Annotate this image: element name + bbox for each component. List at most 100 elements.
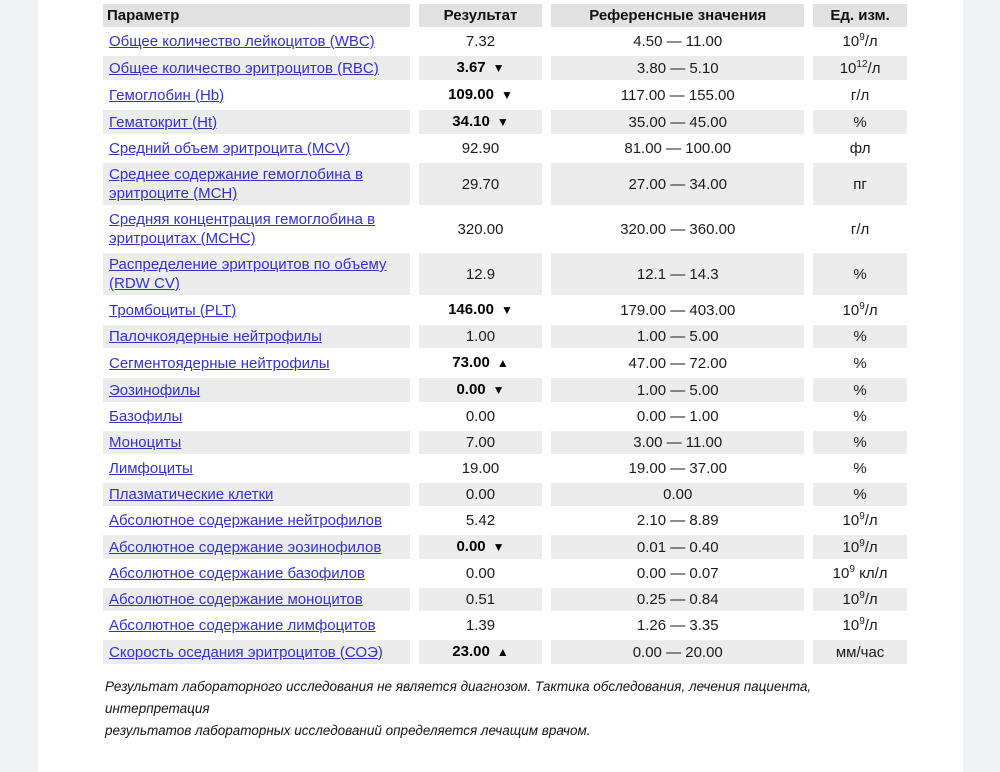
parameter-cell: Абсолютное содержание лимфоцитов [103,614,410,637]
result-cell: 19.00 [418,457,543,480]
parameter-link[interactable]: Плазматические клетки [109,486,274,503]
result-value: 7.32 [465,33,496,50]
parameter-cell: Палочкоядерные нейтрофилы [103,325,410,348]
parameter-cell: Сегментоядерные нейтрофилы [103,351,410,375]
unit-cell: % [813,405,907,428]
reference-range-cell: 1.00 — 5.00 [551,378,805,402]
table-row: Палочкоядерные нейтрофилы 1.00 1.00 — 5.00… [103,325,907,348]
parameter-cell: Базофилы [103,405,410,428]
unit-exponent: 9 [859,300,865,312]
reference-range-cell: 0.25 — 0.84 [551,588,805,611]
unit-exponent: 12 [856,58,868,70]
viewer-margin-left [0,0,38,772]
parameter-link[interactable]: Эозинофилы [109,381,201,399]
parameter-link[interactable]: Палочкоядерные нейтрофилы [109,328,322,345]
unit-exponent: 9 [859,32,865,43]
result-cell: 73.00 ▲ [418,351,543,375]
result-cell: 320.00 [418,208,543,250]
parameter-cell: Абсолютное содержание базофилов [103,562,410,585]
parameter-cell: Эозинофилы [103,378,410,402]
parameter-cell: Средний объем эритроцита (MCV) [103,137,410,160]
header-unit: Ед. изм. [813,4,907,27]
table-row: Базофилы 0.00 0.00 — 1.00% [103,405,907,428]
reference-range-cell: 179.00 — 403.00 [551,298,805,322]
result-cell: 92.90 [418,137,543,160]
reference-range-cell: 0.00 — 20.00 [551,640,805,664]
unit-exponent: 9 [859,590,865,601]
result-value: 73.00 [452,354,490,371]
result-value: 23.00 [452,643,490,660]
result-value: 12.9 [465,265,496,283]
result-cell: 23.00 ▲ [418,640,543,664]
parameter-link[interactable]: Распределение эритроцитов по объему (RDW… [109,256,387,292]
table-row: Эозинофилы 0.00 ▼ 1.00 — 5.00% [103,378,907,402]
table-row: Абсолютное содержание эозинофилов 0.00 ▼ 0.… [103,535,907,559]
reference-range-cell: 0.00 — 1.00 [551,405,805,428]
lab-report-page: Параметр Результат Референсные значения … [94,1,916,742]
reference-range-cell: 1.00 — 5.00 [551,325,805,348]
result-value: 320.00 [457,220,504,238]
header-parameter: Параметр [103,4,410,27]
parameter-link[interactable]: Абсолютное содержание нейтрофилов [109,512,382,529]
parameter-link[interactable]: Абсолютное содержание лимфоцитов [109,617,376,634]
parameter-link[interactable]: Общее количество эритроцитов (RBC) [109,59,379,77]
table-row: Абсолютное содержание базофилов 0.00 0.00 … [103,562,907,585]
unit-cell: % [813,253,907,295]
result-cell: 0.51 [418,588,543,611]
parameter-link[interactable]: Базофилы [109,408,183,425]
unit-cell: % [813,431,907,454]
parameter-link[interactable]: Средняя концентрация гемоглобина в эритр… [109,211,376,247]
parameter-link[interactable]: Лимфоциты [109,460,193,477]
result-value: 0.00 [456,381,486,398]
result-cell: 0.00 [418,562,543,585]
unit-cell: г/л [813,83,907,107]
arrow-up-icon: ▲ [496,356,509,370]
parameter-link[interactable]: Среднее содержание гемоглобина в эритроц… [109,166,364,202]
parameter-link[interactable]: Абсолютное содержание эозинофилов [109,538,382,556]
parameter-cell: Среднее содержание гемоглобина в эритроц… [103,163,410,205]
parameter-link[interactable]: Скорость оседания эритроцитов (СОЭ) [109,643,383,661]
table-row: Общее количество эритроцитов (RBC) 3.67 ▼ 3… [103,56,907,80]
parameter-link[interactable]: Средний объем эритроцита (MCV) [109,140,351,157]
result-cell: 7.32 [418,30,543,53]
parameter-link[interactable]: Моноциты [109,434,182,451]
result-value: 0.00 [465,486,496,503]
reference-range-cell: 47.00 — 72.00 [551,351,805,375]
reference-range-cell: 12.1 — 14.3 [551,253,805,295]
arrow-down-icon: ▼ [492,383,505,397]
arrow-down-icon: ▼ [492,540,505,554]
unit-cell: % [813,110,907,134]
result-cell: 1.00 [418,325,543,348]
parameter-cell: Абсолютное содержание эозинофилов [103,535,410,559]
unit-cell: мм/час [813,640,907,664]
parameter-link[interactable]: Гемоглобин (Hb) [109,86,225,104]
parameter-link[interactable]: Сегментоядерные нейтрофилы [109,354,330,372]
table-row: Тромбоциты (PLT) 146.00 ▼ 179.00 — 403.00 10… [103,298,907,322]
parameter-link[interactable]: Абсолютное содержание моноцитов [109,591,363,608]
unit-cell: фл [813,137,907,160]
arrow-up-icon: ▲ [496,645,509,659]
unit-cell: % [813,351,907,375]
parameter-link[interactable]: Общее количество лейкоцитов (WBC) [109,33,375,50]
parameter-cell: Плазматические клетки [103,483,410,506]
unit-exponent: 9 [859,537,865,549]
result-cell: 1.39 [418,614,543,637]
result-cell: 146.00 ▼ [418,298,543,322]
unit-cell: % [813,457,907,480]
unit-cell: % [813,325,907,348]
result-cell: 0.00 [418,483,543,506]
parameter-cell: Абсолютное содержание нейтрофилов [103,509,410,532]
disclaimer-line-2: результатов лабораторных исследований оп… [105,723,591,738]
table-row: Лимфоциты 19.00 19.00 — 37.00% [103,457,907,480]
result-cell: 0.00 ▼ [418,378,543,402]
result-value: 0.00 [465,408,496,425]
header-result: Результат [418,4,543,27]
parameter-link[interactable]: Тромбоциты (PLT) [109,301,237,319]
parameter-link[interactable]: Абсолютное содержание базофилов [109,565,365,582]
disclaimer-line-1: Результат лабораторного исследования не … [105,679,812,716]
unit-exponent: 9 [859,616,865,627]
parameter-link[interactable]: Гематокрит (Ht) [109,113,218,131]
reference-range-cell: 0.00 — 0.07 [551,562,805,585]
reference-range-cell: 0.00 [551,483,805,506]
result-value: 0.51 [465,591,496,608]
